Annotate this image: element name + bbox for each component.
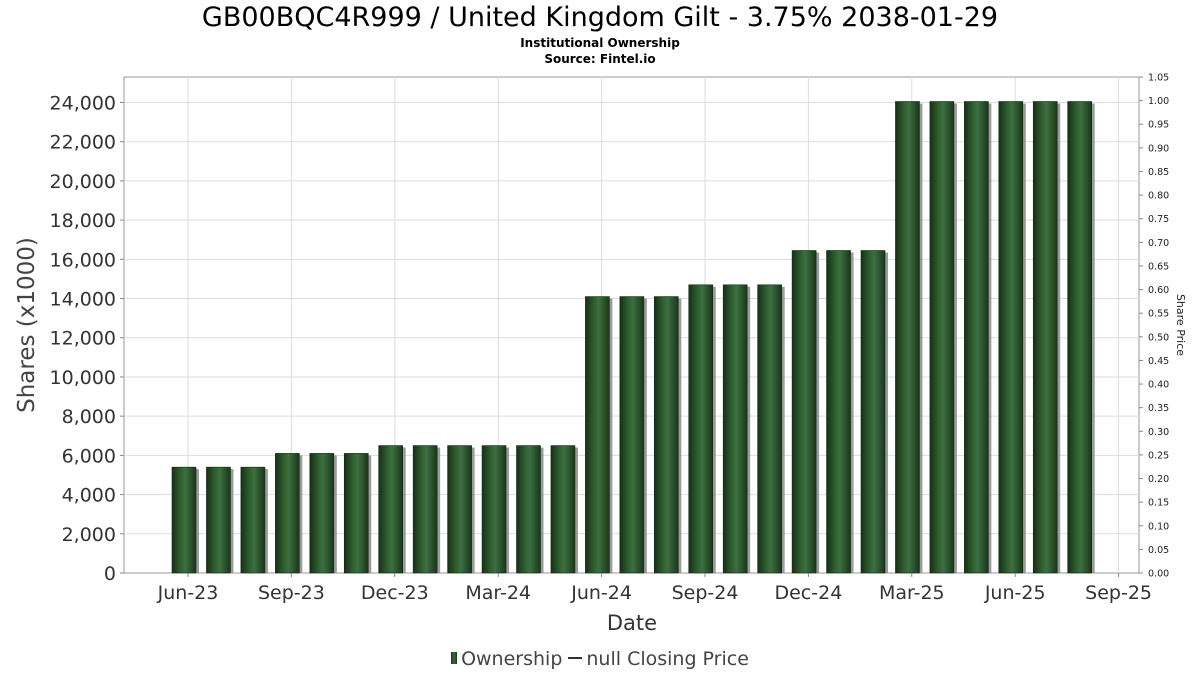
y-right-tick-label: 0.95 xyxy=(1148,120,1169,131)
y-right-tick-label: 0.70 xyxy=(1148,238,1169,249)
bar xyxy=(964,101,989,574)
bar xyxy=(1032,101,1058,574)
y-axis-label: Shares (x1000) xyxy=(14,237,40,413)
bar xyxy=(516,445,541,574)
bar xyxy=(653,296,679,574)
bar xyxy=(309,453,335,574)
bar xyxy=(412,445,438,574)
y-tick-label: 4,000 xyxy=(62,485,116,507)
bar xyxy=(1067,101,1092,574)
bar xyxy=(826,250,851,574)
y-tick-label: 14,000 xyxy=(50,289,116,311)
axes: 0 2,000 4,000 6,000 8,000 10,000 12,000 14,000 1… xyxy=(50,73,1170,605)
x-tick-label: Sep-24 xyxy=(672,582,739,604)
y-tick-label: 20,000 xyxy=(50,171,116,193)
bar xyxy=(447,445,472,574)
y-tick-label: 16,000 xyxy=(50,249,116,271)
y-tick-label: 2,000 xyxy=(62,524,116,546)
y-right-tick-label: 1.05 xyxy=(1148,73,1169,84)
bar xyxy=(240,466,266,574)
legend-ownership-swatch xyxy=(451,652,458,664)
bar xyxy=(688,284,714,574)
bar xyxy=(206,466,231,574)
x-tick-label: Dec-24 xyxy=(774,582,842,604)
y-tick-label: 24,000 xyxy=(50,92,116,114)
bar xyxy=(895,101,920,574)
y-right-tick-label: 0.00 xyxy=(1148,569,1169,580)
y-tick-label: 6,000 xyxy=(62,445,116,467)
y-tick-label: 18,000 xyxy=(50,210,116,232)
bar xyxy=(481,445,507,574)
bar xyxy=(275,453,300,574)
y-right-tick-label: 0.20 xyxy=(1148,474,1169,485)
x-tick-label: Jun-25 xyxy=(984,582,1046,604)
bar xyxy=(619,296,645,574)
y-right-tick-label: 0.50 xyxy=(1148,332,1169,343)
legend-price-label: null Closing Price xyxy=(586,648,749,670)
y-right-tick-label: 0.80 xyxy=(1148,191,1169,202)
y-right-tick-label: 0.90 xyxy=(1148,143,1169,154)
chart-source: Source: Fintel.io xyxy=(544,52,656,66)
bar xyxy=(998,101,1024,574)
chart-title: GB00BQC4R999 / United Kingdom Gilt - 3.7… xyxy=(201,2,999,33)
y-right-tick-label: 0.35 xyxy=(1148,403,1169,414)
y-right-tick-label: 0.10 xyxy=(1148,521,1169,532)
y-right-tick-label: 0.45 xyxy=(1148,356,1169,367)
y-right-tick-label: 0.55 xyxy=(1148,309,1169,320)
bar xyxy=(757,284,782,574)
legend: Ownership null Closing Price xyxy=(0,648,1200,670)
bar xyxy=(929,101,955,574)
y-axis-right-label: Share Price xyxy=(1174,294,1187,356)
bar-series xyxy=(171,101,1095,574)
x-tick-label: Mar-24 xyxy=(465,582,531,604)
y-tick-label: 10,000 xyxy=(50,367,116,389)
y-right-tick-label: 0.65 xyxy=(1148,261,1169,272)
x-tick-label: Sep-25 xyxy=(1085,582,1152,604)
y-right-tick-label: 0.60 xyxy=(1148,285,1169,296)
x-tick-label: Jun-23 xyxy=(157,582,219,604)
bar xyxy=(791,250,817,574)
x-tick-label: Sep-23 xyxy=(258,582,325,604)
y-right-tick-label: 0.05 xyxy=(1148,545,1169,556)
bar xyxy=(585,296,610,574)
bar xyxy=(378,445,404,574)
bar xyxy=(343,453,369,574)
y-tick-label: 8,000 xyxy=(62,406,116,428)
y-tick-label: 12,000 xyxy=(50,328,116,350)
y-right-tick-label: 0.15 xyxy=(1148,498,1169,509)
x-tick-label: Dec-23 xyxy=(361,582,429,604)
y-right-tick-label: 0.85 xyxy=(1148,167,1169,178)
bar xyxy=(860,250,886,574)
x-tick-label: Mar-25 xyxy=(879,582,945,604)
y-right-tick-label: 0.25 xyxy=(1148,450,1169,461)
bar xyxy=(171,466,197,574)
y-right-tick-label: 0.75 xyxy=(1148,214,1169,225)
legend-ownership-label: Ownership xyxy=(461,648,563,670)
chart-subtitle: Institutional Ownership xyxy=(520,36,680,50)
bar xyxy=(550,445,576,574)
y-tick-label: 22,000 xyxy=(50,132,116,154)
y-right-tick-label: 1.00 xyxy=(1148,96,1169,107)
legend-price-swatch xyxy=(568,657,583,659)
y-right-tick-label: 0.40 xyxy=(1148,380,1169,391)
y-tick-label: 0 xyxy=(104,563,116,585)
bar xyxy=(722,284,748,574)
x-tick-label: Jun-24 xyxy=(570,582,632,604)
x-axis-label: Date xyxy=(607,611,657,635)
y-right-tick-label: 0.30 xyxy=(1148,427,1169,438)
